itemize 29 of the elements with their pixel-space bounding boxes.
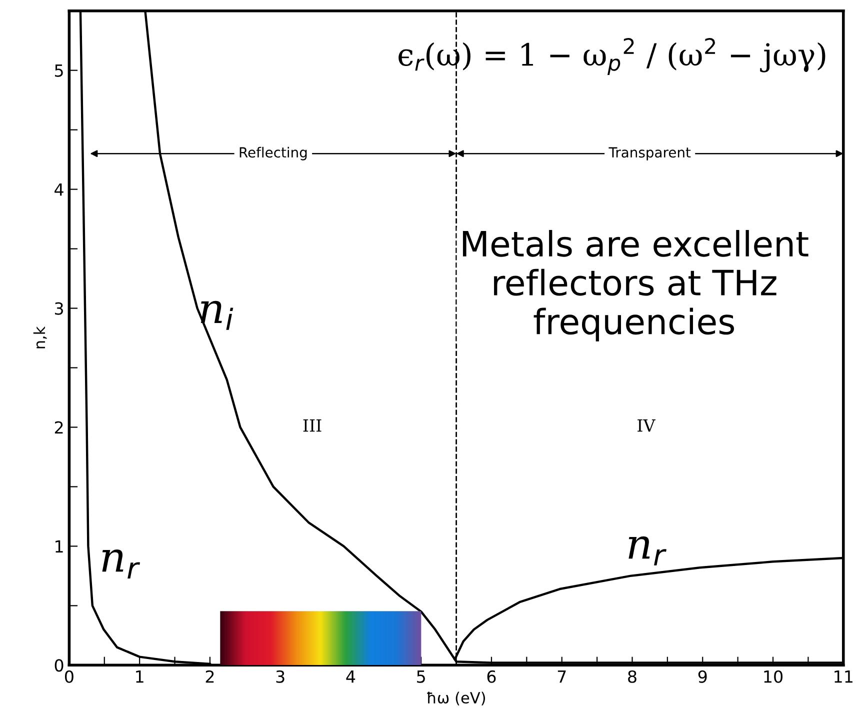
series-label: n$_{r}$	[628, 536, 666, 566]
x-tick-label: 4	[346, 670, 356, 683]
annotation: III	[303, 419, 322, 432]
x-tick-label: 2	[206, 670, 214, 683]
series-label: n$_{r}$	[102, 549, 140, 579]
y-tick-label: 1	[56, 540, 63, 553]
series-label: n$_{i}$	[200, 300, 234, 330]
x-axis-title: ħω (eV)	[427, 692, 485, 706]
x-tick-label: 8	[628, 670, 636, 683]
y-tick-label: 3	[55, 302, 64, 315]
y-tick-label: 4	[54, 183, 64, 196]
x-tick-label: 9	[698, 670, 707, 683]
x-tick-label: 0	[64, 670, 74, 683]
x-tick-label: 5	[417, 670, 425, 683]
y-axis-title: n,k	[33, 326, 47, 348]
x-tick-label: 1	[136, 670, 144, 683]
x-tick-label: 3	[276, 670, 284, 683]
y-tick-label: 5	[55, 64, 63, 77]
annotation: ϵ$_{r}$(ω) = 1 − ω$_{p}$$^{2}$ / (ω$^{2}$ − jωγ)	[398, 38, 826, 76]
annotation: IV	[638, 419, 656, 432]
x-tick-label: 7	[558, 670, 566, 683]
annotation: Transparent	[608, 147, 691, 160]
y-tick-label: 2	[54, 421, 63, 434]
x-tick-label: 11	[834, 670, 852, 683]
annotation: Metals are excellent reflectors at THz frequencies	[462, 230, 808, 342]
x-tick-label: 6	[487, 670, 496, 683]
annotation: Reflecting	[240, 146, 307, 160]
x-tick-label: 10	[764, 670, 782, 683]
y-tick-label: 0	[54, 659, 64, 672]
